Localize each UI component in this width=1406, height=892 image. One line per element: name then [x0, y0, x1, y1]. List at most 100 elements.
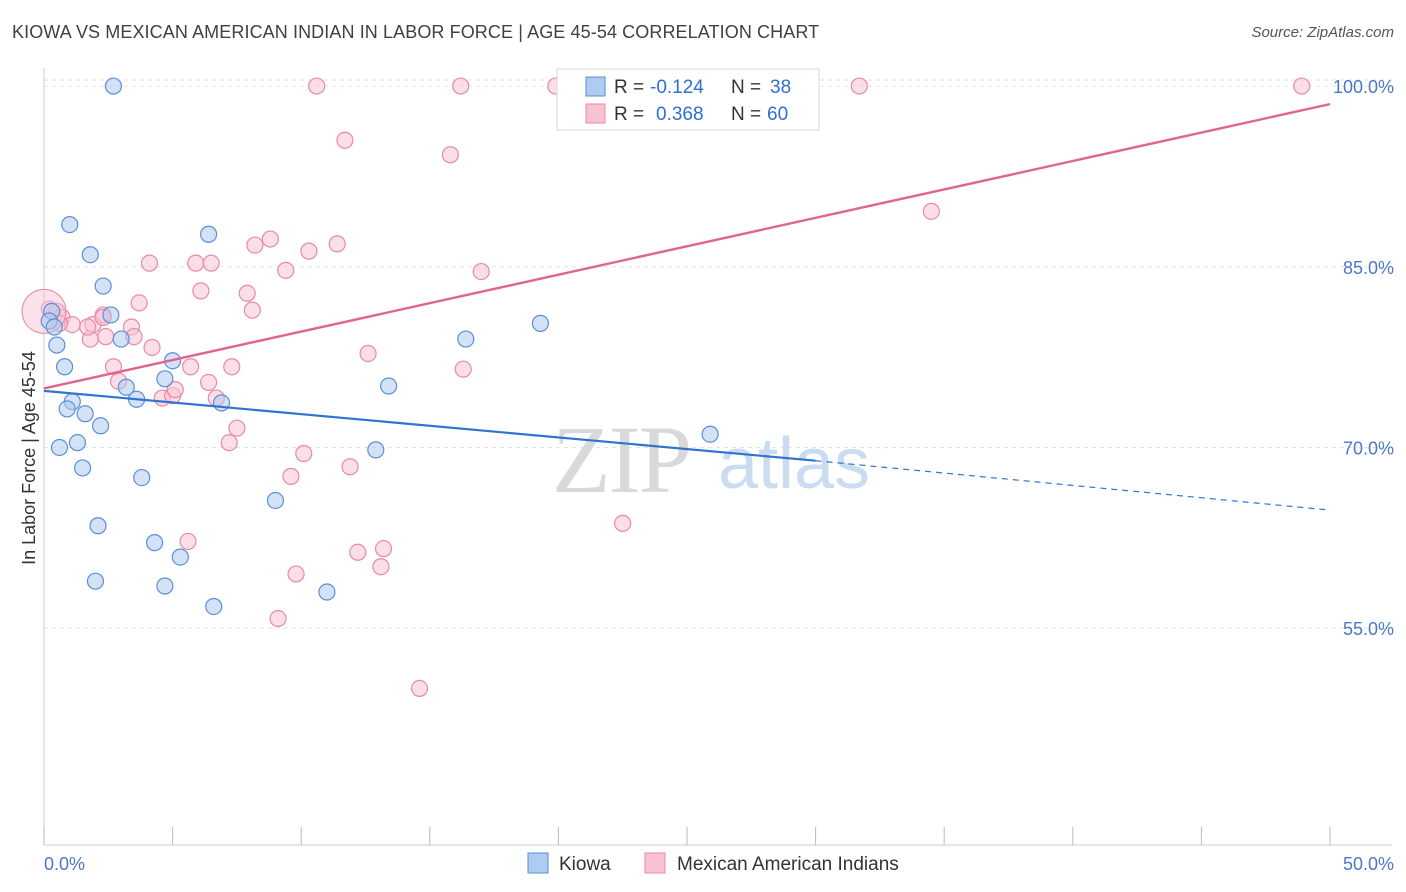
kiowa-trend-line [43, 389, 816, 462]
watermark: ZIP atlas [552, 406, 870, 513]
legend-n-value-1: 38 [770, 77, 791, 98]
mai-point-31 [277, 261, 295, 279]
mai-point-46 [441, 146, 459, 164]
chart-title: KIOWA VS MEXICAN AMERICAN INDIAN IN LABO… [12, 22, 820, 42]
grid-lines [44, 79, 1392, 629]
y-tick-labels: 55.0% 70.0% 85.0% 100.0% [1333, 77, 1394, 639]
y-tick-label-3: 100.0% [1333, 77, 1394, 97]
kiowa-point-14 [117, 378, 135, 396]
x-tick-label-0: 0.0% [44, 854, 85, 874]
kiowa-point-31 [205, 597, 223, 616]
kiowa-point-20 [91, 417, 110, 435]
kiowa-point-3 [200, 225, 218, 243]
watermark-zip: ZIP [552, 406, 690, 513]
mai-point-35 [295, 444, 313, 463]
kiowa-point-32 [318, 583, 336, 601]
mai-point-36 [341, 458, 359, 476]
mai-point-45 [336, 131, 354, 149]
legend-swatch-mai [585, 103, 606, 124]
kiowa-point-10 [112, 330, 130, 348]
kiowa-point-28 [171, 548, 189, 566]
mai-trend-line [43, 102, 1331, 390]
mai-point-55 [1293, 77, 1311, 95]
mai-point-32 [300, 242, 318, 260]
x-tick-label-1: 50.0% [1343, 854, 1394, 874]
mai-point-17 [182, 358, 200, 376]
watermark-atlas: atlas [718, 424, 870, 504]
y-tick-label-2: 85.0% [1343, 258, 1394, 278]
mai-point-22 [220, 434, 238, 452]
kiowa-point-35 [457, 330, 475, 348]
bottom-legend-kiowa: Kiowa [559, 854, 611, 875]
mai-point-40 [374, 540, 393, 558]
mai-point-38 [349, 543, 367, 561]
legend-r-value-1: -0.124 [650, 77, 704, 98]
kiowa-point-18 [58, 400, 76, 418]
bottom-legend-swatch-kiowa [527, 852, 549, 874]
kiowa-point-27 [145, 534, 164, 552]
mai-point-30 [261, 230, 279, 248]
mai-point-47 [472, 262, 490, 281]
mai-point-29 [246, 236, 264, 254]
mai-point-9 [130, 294, 148, 312]
mai-point-21 [228, 419, 246, 437]
legend-n-label-1: N = [731, 77, 761, 98]
y-tick-label-1: 70.0% [1343, 438, 1394, 458]
legend-n-label-2: N = [731, 104, 761, 125]
mai-point-51 [452, 77, 470, 95]
mai-point-50 [308, 77, 326, 95]
kiowa-point-19 [76, 405, 94, 423]
x-tick-labels: 0.0% 50.0% [44, 854, 1394, 874]
legend-n-value-2: 60 [767, 104, 788, 125]
legend-r-label-1: R = [614, 77, 644, 98]
mai-point-11 [143, 338, 161, 357]
source-label: Source: ZipAtlas.com [1251, 24, 1394, 41]
mai-point-54 [850, 77, 868, 95]
y-tick-label-0: 55.0% [1343, 619, 1394, 639]
mai-point-56 [922, 202, 940, 220]
mai-point-34 [282, 467, 300, 485]
kiowa-point-29 [86, 572, 105, 590]
mai-point-20 [223, 358, 241, 376]
kiowa-point-25 [266, 491, 285, 510]
mai-point-24 [187, 254, 205, 272]
mai-point-41 [359, 344, 377, 363]
mai-point-28 [243, 301, 261, 319]
kiowa-point-30 [156, 577, 174, 595]
kiowa-trend-line-extension [815, 460, 1331, 511]
mai-point-48 [454, 360, 472, 378]
kiowa-point-9 [48, 336, 66, 354]
axes [43, 68, 1392, 846]
mai-point-49 [614, 514, 632, 532]
kiowa-point-24 [133, 468, 151, 487]
mai-point-26 [192, 282, 210, 300]
legend-r-label-2: R = [614, 104, 644, 125]
legend-swatch-kiowa [585, 76, 606, 97]
mai-point-37 [287, 565, 305, 583]
correlation-legend: R = -0.124 N = 38 R = 0.368 N = 60 [556, 68, 820, 131]
kiowa-point-8 [45, 318, 63, 336]
kiowa-point-11 [55, 358, 74, 376]
kiowa-point-26 [89, 517, 107, 535]
kiowa-point-13 [156, 370, 174, 388]
kiowa-point-5 [102, 306, 120, 324]
bottom-legend-swatch-mai [644, 852, 666, 874]
mai-point-44 [179, 532, 197, 551]
series-legend: Kiowa Mexican American Indians [527, 852, 899, 875]
kiowa-point-36 [531, 314, 549, 332]
kiowa-point-0 [104, 77, 123, 95]
kiowa-point-37 [701, 425, 719, 443]
kiowa-point-21 [68, 434, 87, 452]
mai-point-42 [410, 679, 429, 697]
kiowa-point-22 [50, 438, 69, 457]
mai-point-6 [97, 328, 115, 346]
kiowa-point-33 [380, 377, 398, 395]
kiowa-points [40, 77, 719, 616]
mai-point-27 [238, 284, 256, 302]
legend-r-value-2: 0.368 [656, 104, 704, 125]
kiowa-point-1 [61, 216, 79, 234]
mai-point-59 [79, 318, 97, 336]
kiowa-point-2 [81, 246, 99, 264]
trend-lines [43, 102, 1331, 511]
